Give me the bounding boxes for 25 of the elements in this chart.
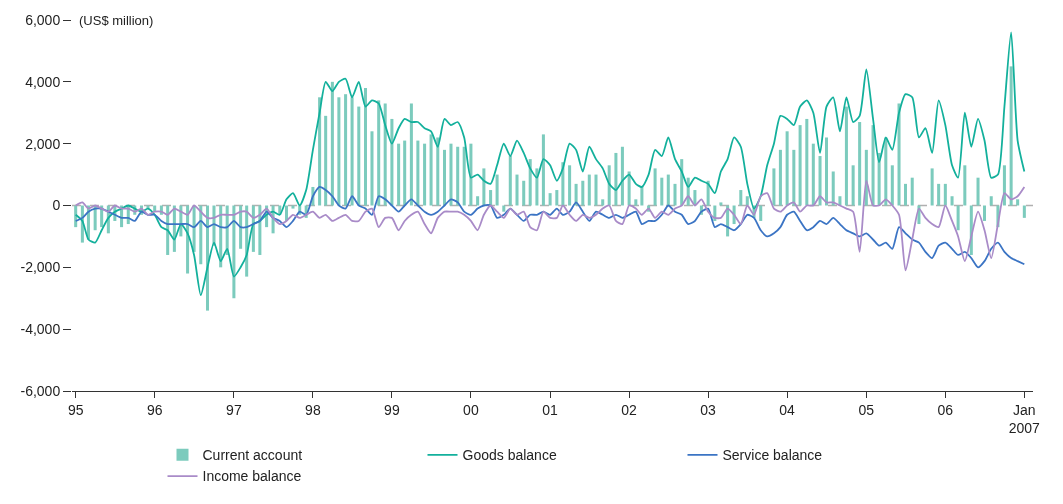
x-tick-label: 03 <box>700 401 717 418</box>
x-tick-label: 06 <box>937 401 954 418</box>
x-tick-label: 98 <box>305 401 321 418</box>
x-tick-label: 95 <box>67 401 84 418</box>
y-tick-label: -4,000 <box>20 321 61 338</box>
x-tick-label: 97 <box>226 401 242 418</box>
x-tick-label: 04 <box>779 401 796 418</box>
legend-label: Service balance <box>722 447 823 464</box>
legend-label: Goods balance <box>462 447 557 464</box>
y-tick-label: 4,000 <box>25 73 61 90</box>
y-tick-label: 0 <box>52 197 61 214</box>
x-tick-label: 99 <box>384 401 400 418</box>
y-tick-label: 2,000 <box>25 135 61 152</box>
x-tick-label: 05 <box>858 401 875 418</box>
legend-label: Current account <box>202 447 303 464</box>
y-tick-label: 6,000 <box>25 11 61 28</box>
x-tick-label: 96 <box>146 401 163 418</box>
x-tick-label: 01 <box>542 401 559 418</box>
legend-label: Income balance <box>202 468 302 485</box>
y-tick-label: -6,000 <box>20 382 61 399</box>
x-tick-label: Jan 2007 <box>1008 401 1041 436</box>
y-axis-title: (US$ million) <box>79 13 154 28</box>
x-tick-label: 02 <box>621 401 638 418</box>
y-tick-label: -2,000 <box>20 259 61 276</box>
x-tick-label: 00 <box>463 401 479 418</box>
